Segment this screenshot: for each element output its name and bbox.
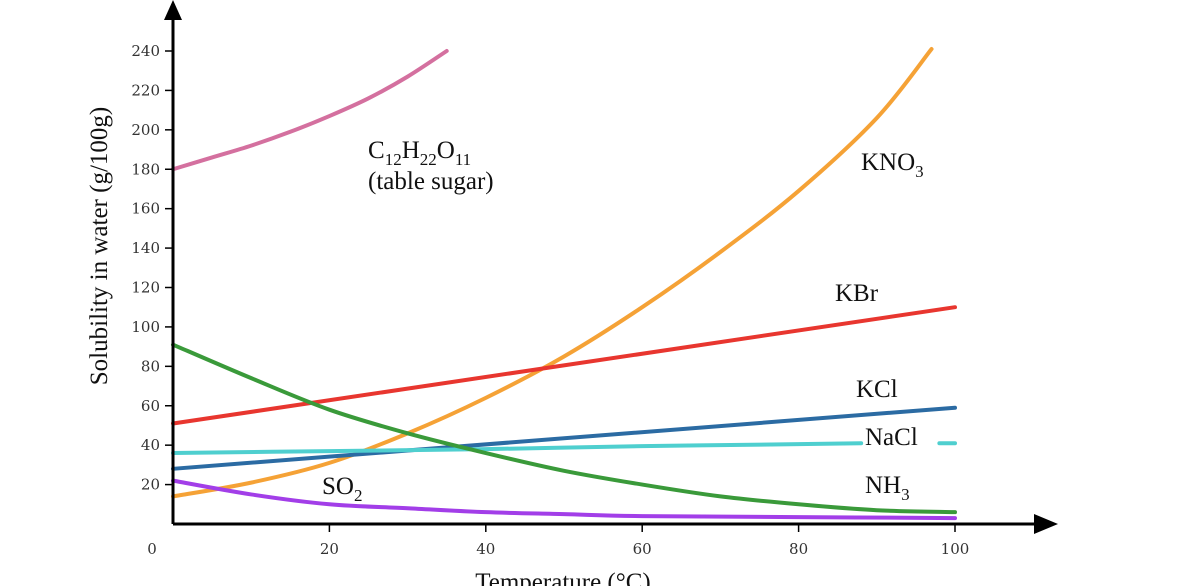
label-kno3: KNO3 <box>861 149 924 181</box>
series-curves <box>171 47 957 521</box>
y-tick-label: 160 <box>131 200 160 218</box>
y-axis-arrow <box>164 0 182 20</box>
x-axis-title: Temperature (°C) <box>475 569 651 586</box>
label-sugar: C12H22O11 <box>368 137 471 169</box>
series-line-kno3 <box>171 47 934 499</box>
y-axis-title: Solubility in water (g/100g) <box>86 107 113 385</box>
x-tick-label: 20 <box>320 540 339 558</box>
y-tick-label: 80 <box>141 357 160 375</box>
y-tick-label: 40 <box>141 436 160 454</box>
y-tick-label: 200 <box>131 121 160 139</box>
label-kbr: KBr <box>835 280 879 307</box>
y-tick-label: 60 <box>141 397 160 415</box>
x-tick-label: 100 <box>941 540 970 558</box>
y-tick-label: 140 <box>131 239 160 257</box>
series-line-nacl <box>171 441 864 456</box>
y-tick-label: 180 <box>131 160 160 178</box>
y-tick-label: 100 <box>131 318 160 336</box>
y-ticks: 20 40 60 80 100 120 140 160 180 200 220 240 <box>131 42 173 494</box>
series-line-sugar <box>171 49 449 172</box>
series-line-so2 <box>171 478 957 521</box>
label-nh3: NH3 <box>865 472 910 504</box>
label-nacl: NaCl <box>865 424 918 451</box>
x-tick-label: 60 <box>633 540 652 558</box>
y-tick-label: 120 <box>131 279 160 297</box>
y-tick-label: 240 <box>131 42 160 60</box>
label-so2: SO2 <box>322 473 362 505</box>
y-tick-label: 20 <box>141 476 160 494</box>
series-line-kcl <box>171 405 957 471</box>
series-line-nh3 <box>171 342 957 515</box>
x-tick-label: 0 <box>147 540 157 558</box>
x-tick-label: 80 <box>789 540 808 558</box>
x-ticks: 0 20 40 60 80 100 <box>147 524 969 558</box>
x-axis-arrow <box>1034 514 1058 534</box>
label-kcl: KCl <box>856 376 898 403</box>
y-tick-label: 220 <box>131 81 160 99</box>
label-sugar-line2: (table sugar) <box>368 168 494 195</box>
x-tick-label: 40 <box>476 540 495 558</box>
series-line-kbr <box>171 305 957 426</box>
